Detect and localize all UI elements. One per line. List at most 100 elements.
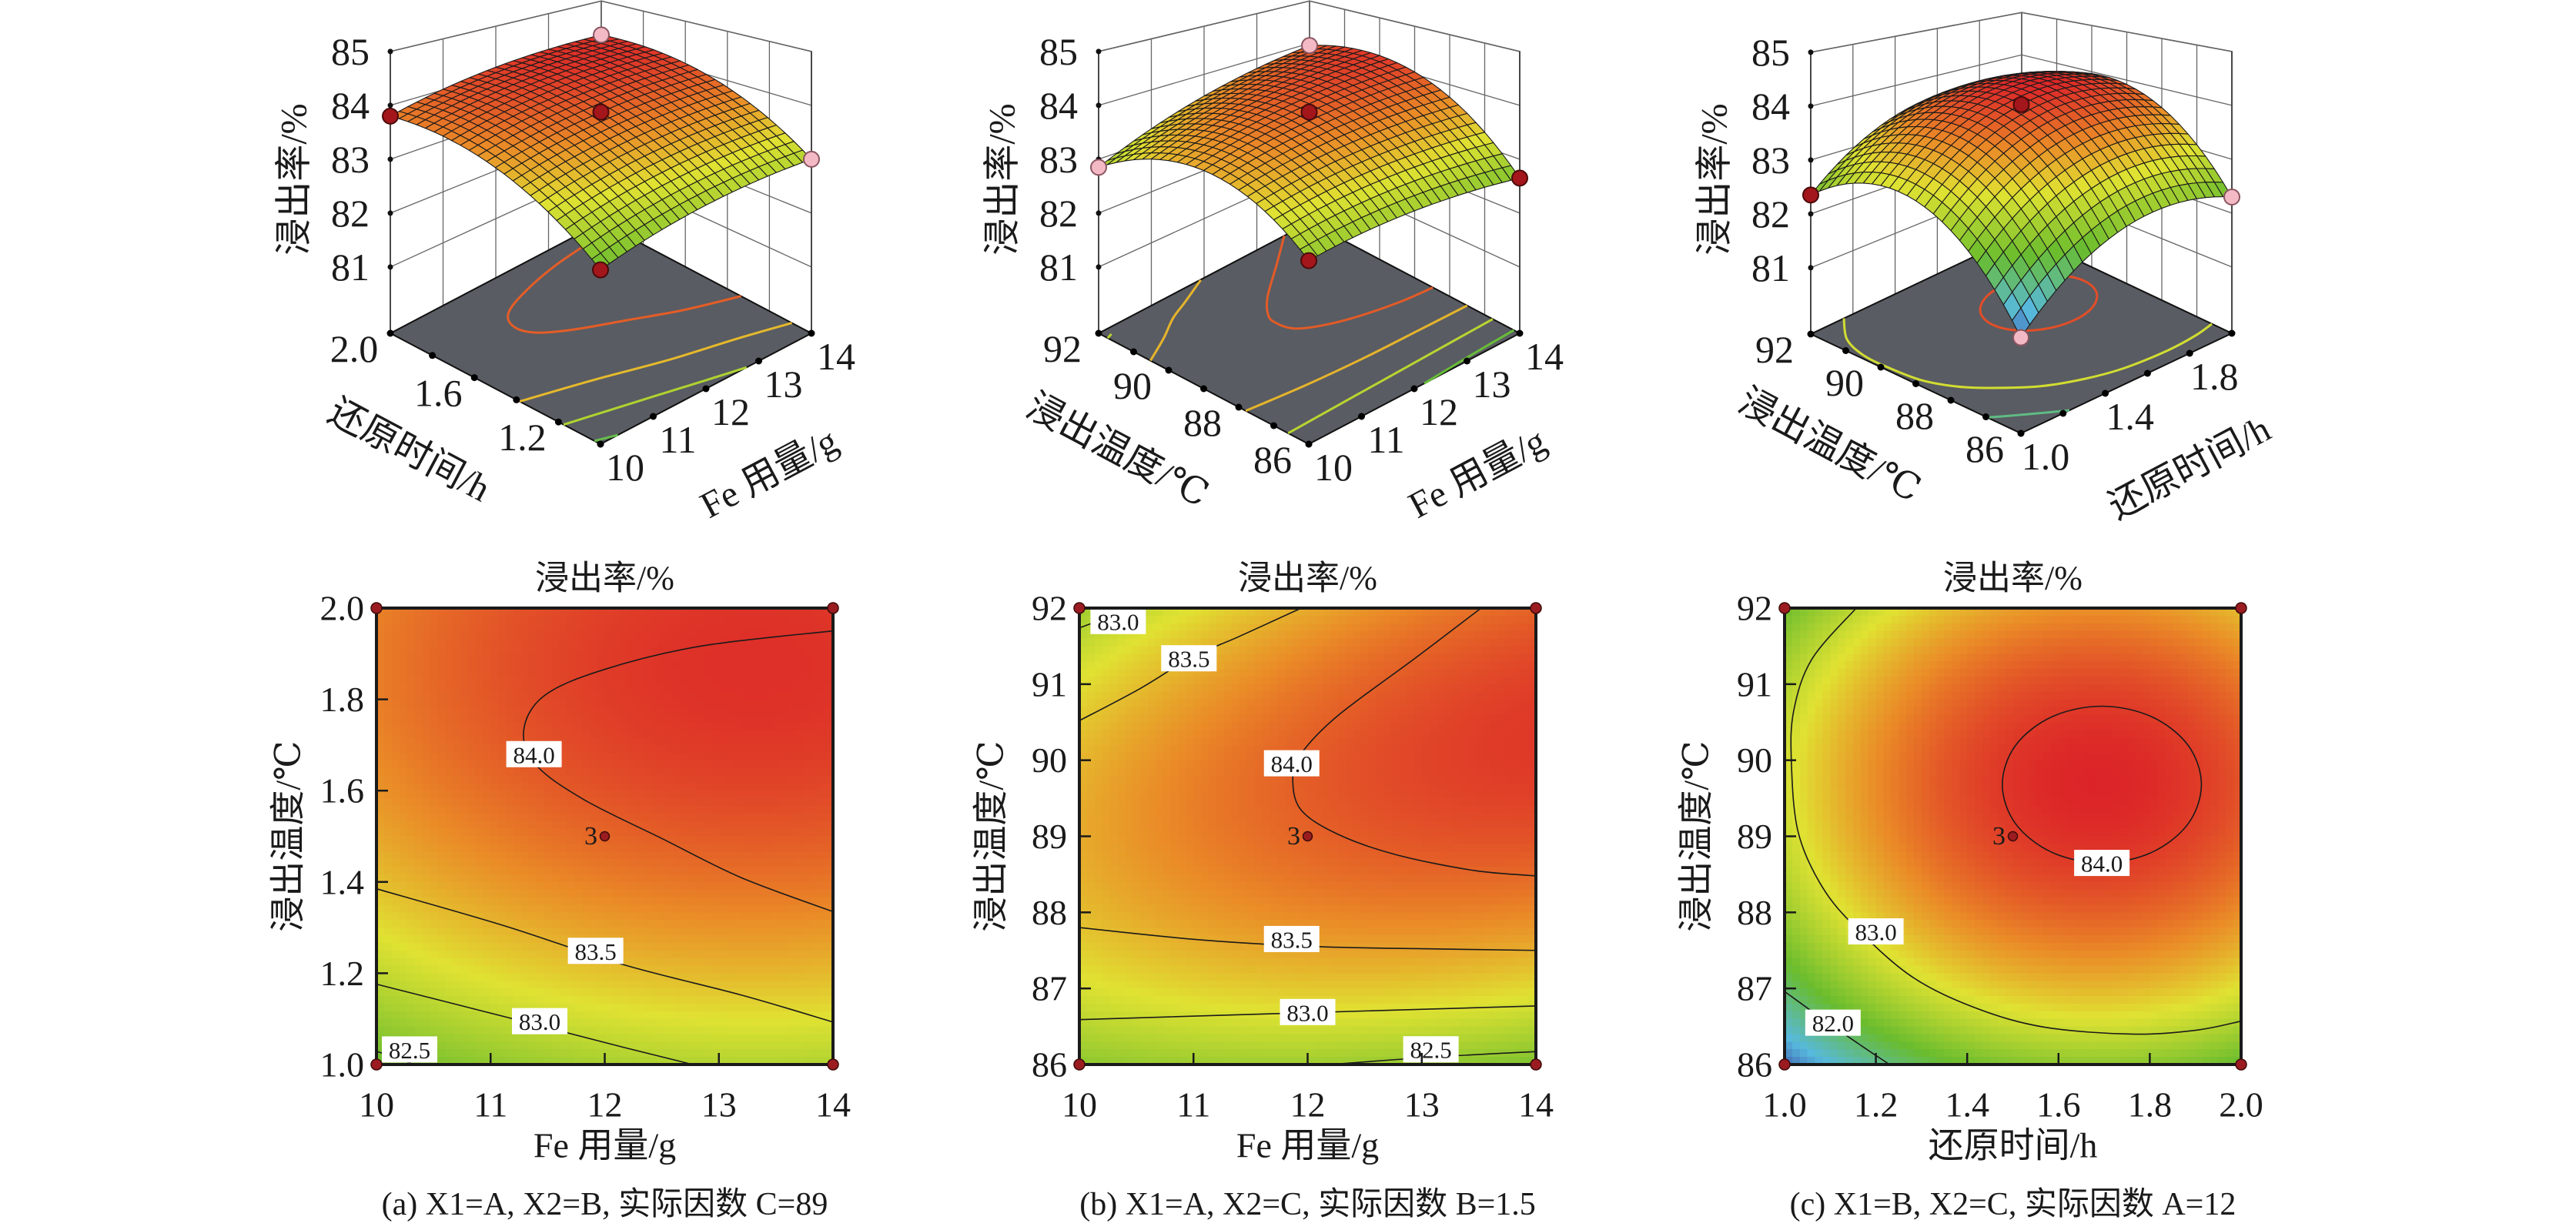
heatmap-cell [406,737,416,746]
y-tick [1877,363,1885,371]
heatmap-cell [673,684,682,693]
heatmap-cell [498,851,507,860]
heatmap-cell [757,646,765,654]
heatmap-cell [475,775,484,784]
heatmap-cell [452,707,461,716]
heatmap-cell [650,934,659,944]
heatmap-cell [673,691,682,700]
heatmap-cell [711,767,720,777]
heatmap-cell [757,958,765,967]
heatmap-cell [467,737,477,746]
heatmap-cell [383,669,393,677]
heatmap-cell [635,623,644,632]
heatmap-cell [688,988,697,997]
heatmap-cell [498,623,507,632]
z-tick [1096,210,1102,216]
heatmap-cell [642,752,651,761]
heatmap-cell [483,950,491,959]
heatmap-cell [673,1026,682,1035]
heatmap-cell [383,630,393,640]
heatmap-cell [528,805,537,814]
heatmap-cell [612,920,621,928]
heatmap-cell [430,775,438,784]
heatmap-cell [696,973,704,981]
y-tick [1130,348,1137,356]
heatmap-cell [506,874,514,883]
heatmap-cell [483,638,491,647]
heatmap-cell [757,1049,765,1058]
heatmap-cell [520,942,530,951]
heatmap-cell [741,912,750,921]
heatmap-cell [452,752,461,761]
heatmap-cell [475,630,484,640]
heatmap-cell [490,767,499,777]
heatmap-cell [688,630,697,640]
z-axis-title: 浸出率/% [982,103,1023,255]
heatmap-cell [688,965,697,974]
heatmap-cell [414,669,423,677]
heatmap-cell [528,783,537,791]
heatmap-cell [483,684,491,693]
heatmap-cell [406,934,416,944]
heatmap-cell [574,867,583,875]
heatmap-cell [764,623,773,632]
heatmap-cell [414,744,423,754]
heatmap-cell [559,707,567,716]
heatmap-cell [430,1011,438,1020]
heatmap-cell [551,867,560,875]
heatmap-cell [460,897,469,906]
heatmap-cell [650,638,659,647]
heatmap-cell [696,813,704,822]
heatmap-cell [741,859,750,867]
heatmap-cell [642,1018,651,1028]
heatmap-cell [688,638,697,647]
heatmap-cell [696,1034,704,1043]
heatmap-cell [567,744,575,754]
heatmap-cell [536,920,545,928]
x-tick-label: 11 [659,418,696,461]
heatmap-cell [642,889,651,898]
heatmap-cell [475,889,484,898]
heatmap-cell [399,1018,408,1028]
heatmap-cell [627,783,636,791]
heatmap-cell [498,874,507,883]
heatmap-cell [528,1049,537,1058]
heatmap-cell [467,798,477,807]
heatmap-cell [657,897,667,906]
heatmap-cell [444,722,453,730]
heatmap-cell [559,646,567,654]
heatmap-cell [544,783,553,791]
heatmap-cell [673,1034,682,1043]
heatmap-cell [688,752,697,761]
heatmap-cell [475,1011,484,1020]
heatmap-cell [399,958,408,967]
design-point [1300,103,1318,121]
heatmap-cell [460,684,469,693]
heatmap-cell [437,775,446,784]
heatmap-cell [406,950,416,959]
heatmap-cell [490,813,499,822]
heatmap-cell [718,934,728,944]
heatmap-cell [711,988,720,997]
heatmap-cell [406,1003,416,1012]
heatmap-cell [741,798,750,807]
heatmap-cell [673,934,682,944]
heatmap-cell [513,950,522,959]
heatmap-cell [657,1003,667,1012]
heatmap-cell [467,638,477,647]
heatmap-cell [383,897,393,906]
heatmap-cell [589,737,598,746]
heatmap-cell [460,714,469,723]
heatmap-cell [391,950,400,959]
heatmap-cell [749,737,758,746]
heatmap-cell [391,958,400,967]
heatmap-cell [498,821,507,830]
heatmap-cell [460,630,469,640]
heatmap-cell [414,623,423,632]
heatmap-cell [528,798,537,807]
heatmap-cell [734,912,743,921]
heatmap-cell [665,950,674,959]
heatmap-cell [711,630,720,640]
heatmap-cell [444,623,453,632]
heatmap-cell [452,874,461,883]
